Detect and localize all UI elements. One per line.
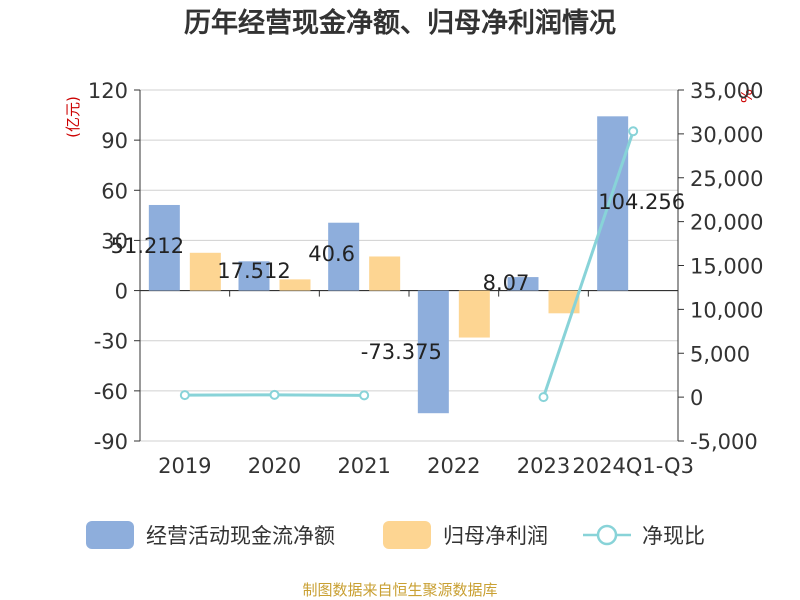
axes — [134, 89, 684, 442]
right-tick-label: 0 — [690, 386, 703, 410]
tick-labels: 120 90 60 30 0 -30 -60 -90 35,000 30,000 25,000 20,… — [88, 79, 764, 478]
legend-label[interactable]: 归母净利润 — [443, 524, 548, 548]
cashflow-bar — [597, 116, 629, 291]
ratio-line-segment — [542, 130, 635, 398]
left-tick-label: -30 — [94, 330, 128, 354]
left-axis-unit: (亿元) — [64, 96, 82, 138]
x-tick-label: 2019 — [158, 454, 211, 478]
left-tick-label: 60 — [101, 179, 128, 203]
left-tick-label: 90 — [101, 129, 128, 153]
cashflow-data-label: 51.212 — [111, 234, 184, 258]
x-tick-label: 2023 — [517, 454, 570, 478]
legend-swatch-ratio-marker[interactable] — [596, 524, 618, 546]
legend-label[interactable]: 净现比 — [642, 524, 705, 548]
cashflow-data-label: 17.512 — [217, 259, 290, 283]
ratio-point — [538, 392, 549, 403]
ratio-point — [179, 390, 190, 401]
bars — [148, 116, 629, 414]
ratio-point — [359, 390, 370, 401]
ratio-line — [179, 126, 639, 403]
right-tick-label: 25,000 — [690, 167, 763, 191]
right-tick-label: -5,000 — [690, 430, 758, 454]
left-tick-label: 0 — [115, 280, 128, 304]
cashflow-bar — [238, 261, 270, 291]
legend[interactable]: 经营活动现金流净额 归母净利润 净现比 — [86, 521, 705, 549]
cashflow-data-label: -73.375 — [361, 340, 442, 364]
chart-title: 历年经营现金净额、归母净利润情况 — [184, 7, 616, 39]
left-tick-label: 30 — [101, 229, 128, 253]
x-tick-label: 2020 — [248, 454, 301, 478]
right-tick-label: 10,000 — [690, 298, 763, 322]
legend-label[interactable]: 经营活动现金流净额 — [146, 524, 335, 548]
netprofit-bar — [548, 290, 580, 314]
cashflow-bar — [507, 277, 539, 291]
cashflow-data-label: 104.256 — [598, 190, 685, 214]
right-tick-label: 5,000 — [690, 342, 750, 366]
cashflow-bar — [148, 204, 180, 291]
netprofit-bar — [458, 290, 490, 338]
data-labels: 51.212 17.512 40.6 -73.375 8.07 104.256 — [111, 190, 685, 364]
cashflow-bar — [417, 290, 449, 414]
x-tick-label: 2021 — [337, 454, 390, 478]
cashflow-data-label: 8.07 — [483, 271, 530, 295]
ratio-point — [269, 389, 280, 400]
netprofit-bar — [189, 252, 221, 291]
right-axis-unit: % — [738, 89, 756, 103]
left-tick-label: -60 — [94, 380, 128, 404]
cashflow-bar — [328, 222, 360, 291]
right-tick-label: 35,000 — [690, 79, 763, 103]
right-tick-label: 15,000 — [690, 255, 763, 279]
netprofit-bar — [279, 279, 311, 291]
legend-swatch-cashflow[interactable] — [86, 521, 134, 549]
netprofit-bar — [369, 256, 401, 291]
cashflow-data-label: 40.6 — [308, 242, 355, 266]
right-tick-label: 30,000 — [690, 123, 763, 147]
x-tick-label: 2022 — [427, 454, 480, 478]
x-tick-label: 2024Q1-Q3 — [572, 454, 694, 478]
legend-swatch-netprofit[interactable] — [383, 521, 431, 549]
ratio-point — [628, 126, 639, 137]
left-tick-label: -90 — [94, 430, 128, 454]
right-tick-label: 20,000 — [690, 211, 763, 235]
data-source: 制图数据来自恒生聚源数据库 — [302, 581, 497, 599]
left-tick-label: 120 — [88, 79, 128, 103]
